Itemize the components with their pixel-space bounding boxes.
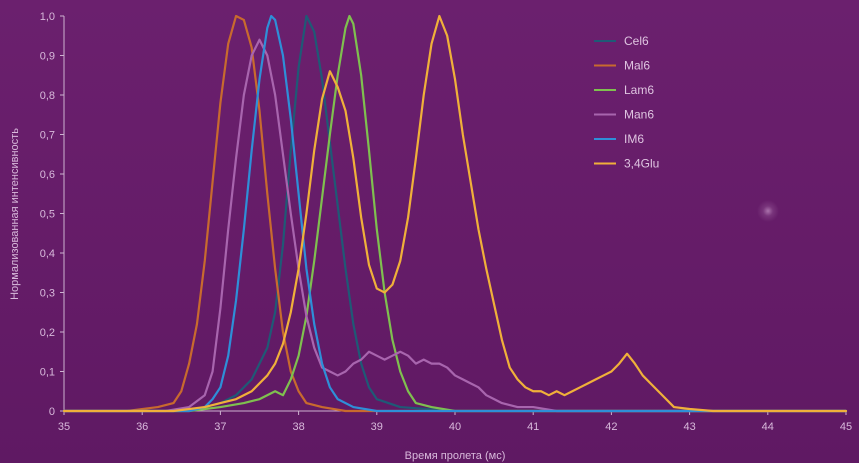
series-line-3: [62, 38, 848, 413]
x-tick-label: 44: [762, 421, 774, 433]
y-tick-label: 0,8: [40, 90, 55, 102]
x-tick-label: 42: [605, 421, 617, 433]
y-tick-label: 0,3: [40, 288, 55, 300]
x-tick-label: 45: [840, 421, 852, 433]
series-line-4: [62, 14, 848, 413]
legend: Cel6 Mal6 Lam6 Man6 IM6 3,4Glu: [594, 34, 659, 171]
y-tick-label: 0,9: [40, 51, 55, 63]
y-tick-label: 0,5: [40, 209, 55, 221]
x-tick-label: 38: [292, 421, 304, 433]
legend-label: Man6: [624, 108, 654, 122]
x-tick-label: 35: [58, 421, 70, 433]
y-tick-label: 0: [49, 406, 55, 418]
x-axis-ticks: 35 36 37 38 39 40 41 42 43 44 45: [58, 411, 852, 433]
x-axis-label: Время пролета (мс): [405, 450, 506, 462]
y-tick-label: 0,7: [40, 130, 55, 142]
series-line-1: [62, 14, 848, 413]
x-tick-label: 37: [214, 421, 226, 433]
y-tick-label: 0,4: [40, 248, 55, 260]
y-axis-ticks: 0 0,1 0,2 0,3 0,4 0,5 0,6 0,7 0,8 0,9 1,0: [40, 11, 64, 418]
legend-label: Cel6: [624, 34, 649, 48]
y-tick-label: 0,2: [40, 327, 55, 339]
series-line-2: [62, 14, 848, 413]
y-tick-label: 0,1: [40, 367, 55, 379]
x-tick-label: 43: [683, 421, 695, 433]
x-tick-label: 41: [527, 421, 539, 433]
series-line-0: [62, 14, 848, 413]
legend-label: IM6: [624, 132, 644, 146]
x-tick-label: 40: [449, 421, 461, 433]
legend-label: Lam6: [624, 83, 654, 97]
series-group: [62, 14, 848, 413]
legend-label: Mal6: [624, 59, 650, 73]
series-line-5: [62, 14, 848, 413]
y-tick-label: 1,0: [40, 11, 55, 23]
y-axis-label-group: Нормализованная интенсивность: [9, 128, 21, 300]
y-axis-label: Нормализованная интенсивность: [9, 128, 21, 300]
x-tick-label: 39: [371, 421, 383, 433]
legend-label: 3,4Glu: [624, 157, 659, 171]
x-tick-label: 36: [136, 421, 148, 433]
y-tick-label: 0,6: [40, 169, 55, 181]
